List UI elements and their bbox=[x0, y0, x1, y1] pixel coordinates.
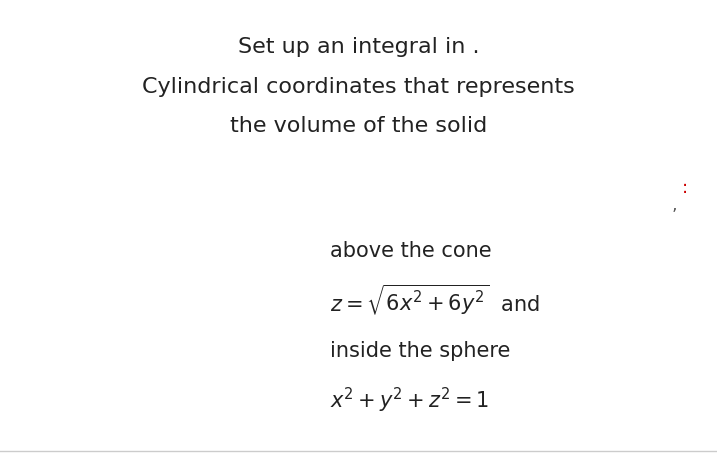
Text: ’: ’ bbox=[671, 207, 677, 225]
Text: Cylindrical coordinates that represents: Cylindrical coordinates that represents bbox=[142, 77, 575, 97]
Text: $x^2 + y^2 + z^2 = 1$: $x^2 + y^2 + z^2 = 1$ bbox=[330, 385, 489, 414]
Text: above the cone: above the cone bbox=[330, 241, 491, 261]
Text: $z = \sqrt{6x^2 + 6y^2}$  and: $z = \sqrt{6x^2 + 6y^2}$ and bbox=[330, 283, 539, 317]
Text: inside the sphere: inside the sphere bbox=[330, 341, 511, 361]
Text: the volume of the solid: the volume of the solid bbox=[230, 116, 487, 136]
Text: :: : bbox=[682, 179, 688, 197]
Text: Set up an integral in .: Set up an integral in . bbox=[238, 37, 479, 57]
